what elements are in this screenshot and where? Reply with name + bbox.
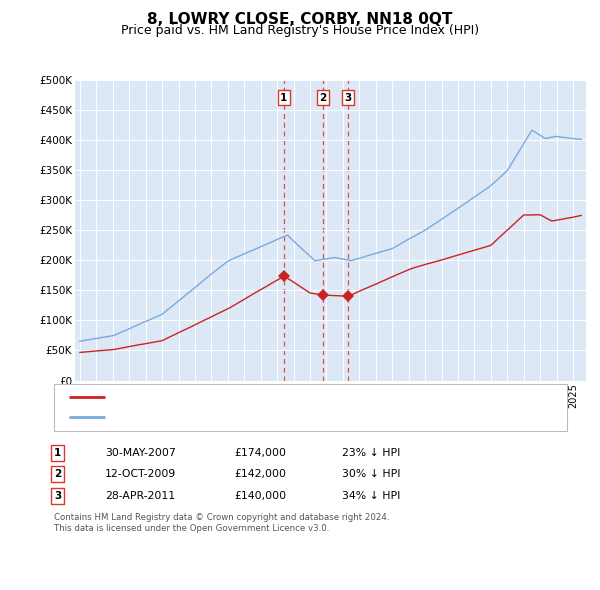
- Text: 2: 2: [319, 93, 326, 103]
- Text: 3: 3: [344, 93, 352, 103]
- Text: 30% ↓ HPI: 30% ↓ HPI: [342, 470, 401, 479]
- Text: 1: 1: [280, 93, 287, 103]
- Text: £140,000: £140,000: [234, 491, 286, 500]
- Text: Price paid vs. HM Land Registry's House Price Index (HPI): Price paid vs. HM Land Registry's House …: [121, 24, 479, 37]
- Text: This data is licensed under the Open Government Licence v3.0.: This data is licensed under the Open Gov…: [54, 524, 329, 533]
- Text: 28-APR-2011: 28-APR-2011: [105, 491, 175, 500]
- Text: 30-MAY-2007: 30-MAY-2007: [105, 448, 176, 458]
- Text: £174,000: £174,000: [234, 448, 286, 458]
- Text: 23% ↓ HPI: 23% ↓ HPI: [342, 448, 400, 458]
- Text: Contains HM Land Registry data © Crown copyright and database right 2024.: Contains HM Land Registry data © Crown c…: [54, 513, 389, 522]
- Text: 1: 1: [54, 448, 61, 458]
- Text: 8, LOWRY CLOSE, CORBY, NN18 0QT: 8, LOWRY CLOSE, CORBY, NN18 0QT: [148, 12, 452, 27]
- Text: HPI: Average price, detached house, North Northamptonshire: HPI: Average price, detached house, Nort…: [111, 412, 431, 422]
- Text: 34% ↓ HPI: 34% ↓ HPI: [342, 491, 400, 500]
- Text: £142,000: £142,000: [234, 470, 286, 479]
- Text: 2: 2: [54, 470, 61, 479]
- Text: 3: 3: [54, 491, 61, 500]
- Text: 8, LOWRY CLOSE, CORBY, NN18 0QT (detached house): 8, LOWRY CLOSE, CORBY, NN18 0QT (detache…: [111, 392, 395, 402]
- Text: 12-OCT-2009: 12-OCT-2009: [105, 470, 176, 479]
